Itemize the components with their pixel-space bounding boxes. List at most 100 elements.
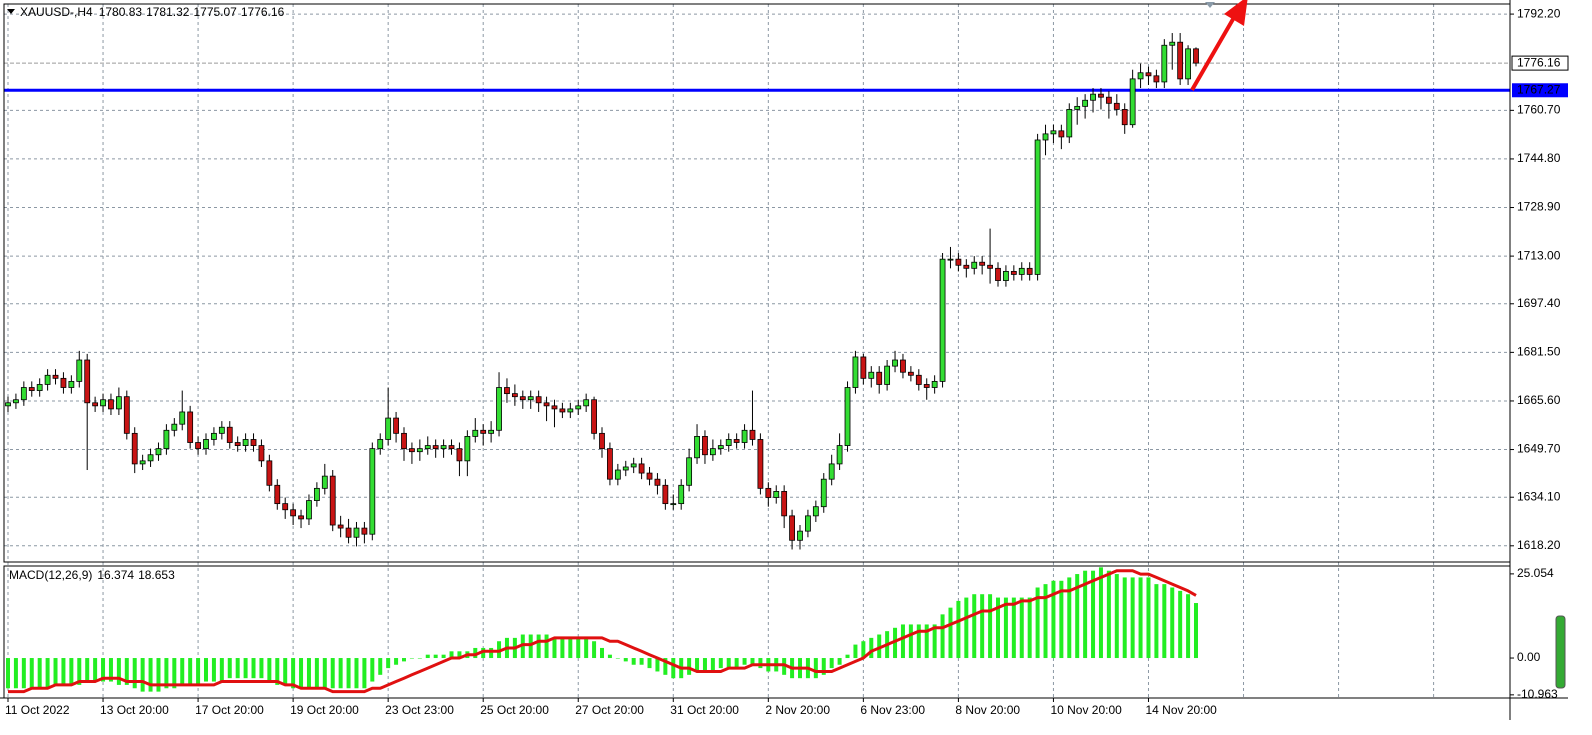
macd-bar bbox=[663, 658, 668, 675]
candle-body bbox=[646, 472, 653, 480]
candle-body bbox=[298, 515, 304, 520]
macd-bar bbox=[124, 658, 129, 685]
macd-bar bbox=[259, 658, 264, 679]
x-tick-label: 17 Oct 20:00 bbox=[195, 703, 264, 717]
macd-bar bbox=[449, 651, 454, 659]
candle-body bbox=[139, 460, 146, 465]
annotation-arrow bbox=[1190, 0, 1248, 92]
macd-bar bbox=[1178, 590, 1183, 659]
macd-bar bbox=[996, 597, 1000, 659]
ohlc-low: 1775.07 bbox=[193, 5, 237, 19]
macd-bar bbox=[734, 658, 739, 669]
candle-body bbox=[187, 411, 194, 443]
y-tick-label: -10.963 bbox=[1517, 687, 1558, 701]
x-tick-label: 23 Oct 23:00 bbox=[385, 703, 454, 717]
candle-body bbox=[1066, 109, 1073, 138]
candle-body bbox=[290, 509, 297, 517]
macd-bar bbox=[710, 658, 715, 672]
x-tick-label: 14 Nov 20:00 bbox=[1145, 703, 1217, 717]
macd-bar bbox=[148, 658, 153, 692]
candle-body bbox=[52, 374, 59, 379]
level-label: 1767.27 bbox=[1517, 82, 1561, 96]
candle-body bbox=[76, 359, 83, 382]
candle-body bbox=[100, 399, 106, 407]
macd-bar bbox=[13, 658, 18, 689]
macd-bar bbox=[77, 658, 82, 685]
macd-bar bbox=[1098, 567, 1103, 659]
chart-title: XAUUSD-,H4 bbox=[20, 5, 93, 19]
candle-body bbox=[1074, 105, 1081, 110]
macd-bar bbox=[742, 658, 747, 665]
macd-bar bbox=[140, 658, 145, 692]
candle-body bbox=[504, 387, 510, 395]
y-tick-label: 1665.60 bbox=[1517, 393, 1561, 407]
macd-bar bbox=[702, 658, 707, 672]
grid bbox=[4, 4, 1510, 698]
y-tick-label: 1634.10 bbox=[1517, 489, 1561, 503]
candle-body bbox=[179, 411, 186, 425]
macd-bar bbox=[552, 637, 557, 659]
macd-bar bbox=[251, 658, 256, 679]
candle-body bbox=[496, 387, 502, 431]
candle-body bbox=[860, 356, 867, 379]
macd-bar bbox=[758, 658, 763, 669]
x-tick-label: 11 Oct 2022 bbox=[5, 703, 70, 717]
macd-bar bbox=[1106, 570, 1111, 659]
macd-bar bbox=[172, 658, 177, 689]
macd-bar bbox=[1067, 577, 1072, 659]
candle-body bbox=[1082, 99, 1089, 107]
y-tick-label: 1649.70 bbox=[1517, 442, 1561, 456]
macd-bar bbox=[156, 658, 161, 692]
x-tick-label: 19 Oct 20:00 bbox=[290, 703, 359, 717]
macd-bar bbox=[338, 658, 343, 689]
candle-body bbox=[686, 457, 693, 486]
macd-bar bbox=[584, 637, 589, 659]
candle-body bbox=[630, 463, 637, 468]
macd-bar bbox=[378, 658, 383, 675]
macd-bar bbox=[1075, 574, 1080, 659]
candle-body bbox=[345, 527, 352, 538]
macd-bar bbox=[180, 658, 185, 685]
candle-body bbox=[789, 515, 795, 541]
scroll-handle[interactable] bbox=[1555, 615, 1566, 689]
candle-body bbox=[226, 426, 233, 443]
candle-body bbox=[409, 448, 415, 453]
y-tick-label: 1618.20 bbox=[1517, 538, 1561, 552]
macd-bar bbox=[908, 624, 913, 659]
candle-body bbox=[749, 429, 756, 440]
chart-header: XAUUSD-,H4 1780.83 1781.32 1775.07 1776.16 bbox=[20, 5, 285, 19]
candle-body bbox=[36, 384, 43, 391]
signal-line bbox=[8, 569, 1197, 694]
macd-bar bbox=[647, 658, 652, 669]
macd-bar bbox=[1138, 577, 1143, 659]
macd-bar bbox=[1019, 597, 1024, 659]
y-tick-label: 1728.90 bbox=[1517, 200, 1561, 214]
candle-body bbox=[900, 359, 906, 373]
candle-body bbox=[717, 445, 724, 450]
macd-bar bbox=[1059, 580, 1064, 659]
macd-bar bbox=[243, 658, 248, 679]
macd-bar bbox=[291, 658, 296, 689]
candle-body bbox=[108, 399, 114, 410]
macd-bar bbox=[893, 627, 898, 659]
candle-body bbox=[472, 429, 479, 437]
marks bbox=[4, 33, 1510, 694]
macd-bar bbox=[631, 658, 636, 665]
macd-bar bbox=[93, 658, 98, 682]
macd-bar bbox=[69, 658, 74, 685]
y-tick-label: 1681.50 bbox=[1517, 345, 1561, 359]
candle-body bbox=[702, 436, 708, 456]
macd-bar bbox=[346, 658, 351, 689]
macd-bar bbox=[283, 658, 288, 685]
candle-body bbox=[1193, 48, 1199, 64]
macd-bar bbox=[916, 624, 921, 659]
macd-bar bbox=[948, 607, 953, 659]
candle-body bbox=[622, 466, 629, 471]
macd-bar bbox=[972, 594, 977, 659]
macd-bar bbox=[1194, 603, 1198, 659]
macd-bar bbox=[1083, 570, 1088, 659]
macd-bar bbox=[1011, 597, 1016, 659]
candle-body bbox=[115, 396, 122, 410]
macd-bar bbox=[29, 658, 34, 689]
